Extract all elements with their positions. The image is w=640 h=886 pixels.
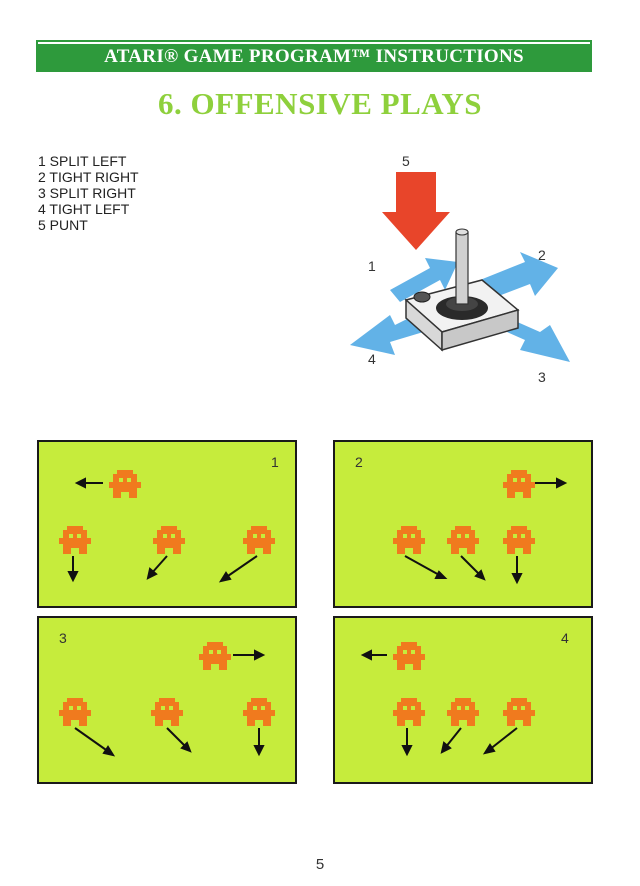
punt-arrow <box>382 172 450 250</box>
plays-list: 1 SPLIT LEFT 2 TIGHT RIGHT 3 SPLIT RIGHT… <box>38 153 139 233</box>
panel-number: 4 <box>561 630 569 646</box>
player-figure <box>447 698 479 726</box>
play-diagram <box>59 470 275 583</box>
player-figure <box>393 526 425 554</box>
joystick-label-5: 5 <box>402 153 410 169</box>
player-figure <box>59 698 91 726</box>
joystick-diagram: 5 1 2 4 3 <box>350 153 570 385</box>
play-diagram <box>393 470 568 585</box>
panel-number: 3 <box>59 630 67 646</box>
joystick-label-2: 2 <box>538 247 546 263</box>
player-figure <box>503 698 535 726</box>
page-number: 5 <box>315 856 325 873</box>
header-text: ATARI® GAME PROGRAM™ INSTRUCTIONS <box>104 46 524 67</box>
play-panel-2: 2 <box>333 440 593 608</box>
play-item-3: 3 SPLIT RIGHT <box>38 185 136 201</box>
play-panel-1: 1 <box>37 440 297 608</box>
play-item-4: 4 TIGHT LEFT <box>38 201 130 217</box>
arrow-up-right <box>480 252 558 300</box>
header-bar: ATARI® GAME PROGRAM™ INSTRUCTIONS <box>36 40 592 72</box>
play-panel-4: 4 <box>333 616 593 784</box>
player-figure <box>109 470 141 498</box>
panel-number: 2 <box>355 454 363 470</box>
player-figure <box>243 698 275 726</box>
play-item-2: 2 TIGHT RIGHT <box>38 169 139 185</box>
player-figure <box>153 526 185 554</box>
play-item-5: 5 PUNT <box>38 217 88 233</box>
panel-number: 1 <box>271 454 279 470</box>
play-panel-3: 3 <box>37 616 297 784</box>
player-figure <box>199 642 231 670</box>
arrow-up-left <box>390 258 458 302</box>
play-diagram <box>59 642 275 757</box>
player-figure <box>503 526 535 554</box>
player-figure <box>503 470 535 498</box>
play-diagram <box>360 642 535 757</box>
player-figure <box>151 698 183 726</box>
player-figure <box>243 526 275 554</box>
play-item-1: 1 SPLIT LEFT <box>38 153 127 169</box>
player-figure <box>447 526 479 554</box>
joystick-base <box>404 228 520 352</box>
player-figure <box>393 642 425 670</box>
joystick-label-3: 3 <box>538 369 546 385</box>
player-figure <box>59 526 91 554</box>
page-title: 6. OFFENSIVE PLAYS <box>158 86 482 121</box>
joystick-label-1: 1 <box>368 258 376 274</box>
player-figure <box>393 698 425 726</box>
joystick-label-4: 4 <box>368 351 376 367</box>
